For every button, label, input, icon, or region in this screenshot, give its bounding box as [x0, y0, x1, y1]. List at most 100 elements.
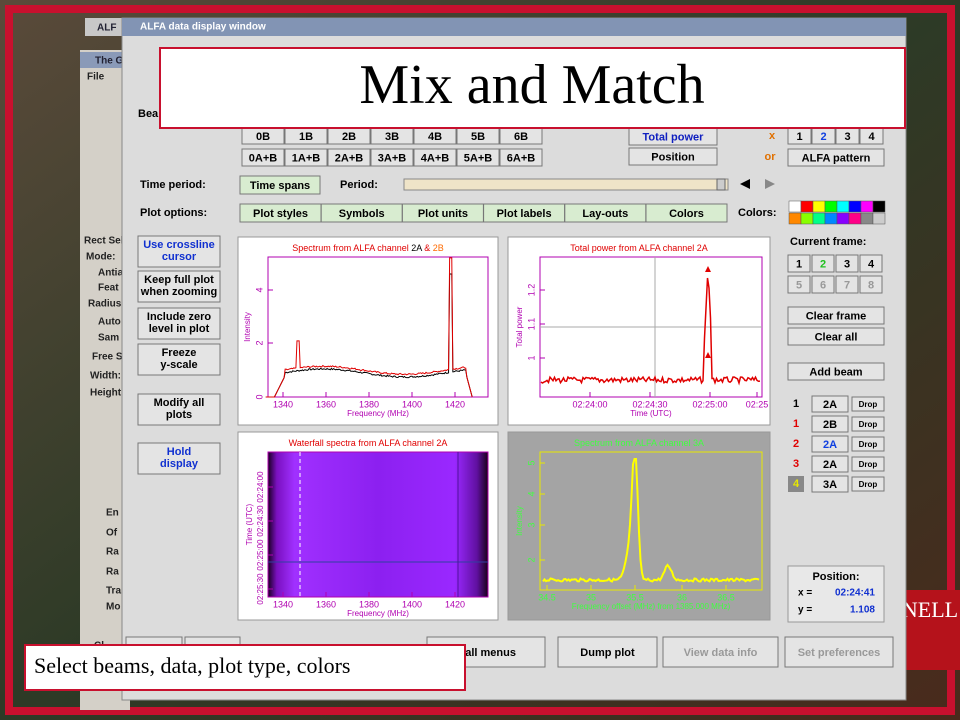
- alfa-pattern-button[interactable]: ALFA pattern: [787, 148, 885, 167]
- arrow-left[interactable]: [740, 179, 750, 189]
- drop-button-label[interactable]: Drop: [859, 420, 878, 429]
- color-swatch[interactable]: [836, 212, 850, 225]
- bottom-button-label[interactable]: Set preferences: [798, 647, 881, 659]
- action-button-label[interactable]: Clear frame: [806, 310, 867, 322]
- beam-button[interactable]: 2B: [327, 127, 371, 145]
- frame-button[interactable]: 2: [811, 127, 836, 145]
- color-swatch[interactable]: [812, 200, 826, 213]
- beam-button-label[interactable]: 1B: [299, 131, 313, 143]
- beam-entry[interactable]: 2A: [811, 435, 849, 453]
- alfa-pattern-button-face[interactable]: [787, 148, 885, 167]
- beam-combo-button[interactable]: 4A+B: [413, 148, 457, 167]
- beam-combo-button[interactable]: 3A+B: [370, 148, 414, 167]
- current-frame-button[interactable]: 5: [787, 275, 811, 294]
- option-button-label[interactable]: level in plot: [149, 323, 210, 335]
- plot-option-tab-label[interactable]: Plot styles: [253, 208, 308, 220]
- bottom-button[interactable]: Set preferences: [784, 636, 894, 668]
- beam-button[interactable]: 4B: [413, 127, 457, 145]
- frame-button-label[interactable]: 1: [796, 131, 802, 143]
- current-frame-button-label[interactable]: 8: [868, 279, 874, 291]
- current-frame-button-label[interactable]: 1: [796, 258, 802, 270]
- current-frame-button-label[interactable]: 3: [844, 258, 850, 270]
- beam-entry[interactable]: 2B: [811, 415, 849, 433]
- beam-button[interactable]: 6B: [499, 127, 543, 145]
- plot-option-tab[interactable]: Plot units: [401, 203, 484, 223]
- current-frame-button[interactable]: 7: [835, 275, 859, 294]
- current-frame-button-label[interactable]: 6: [820, 279, 826, 291]
- option-button-label[interactable]: display: [160, 458, 199, 470]
- bottom-button-face[interactable]: [662, 636, 779, 668]
- drop-button-label[interactable]: Drop: [859, 440, 878, 449]
- bottom-button-label[interactable]: Dump plot: [580, 647, 635, 659]
- beam-entry-label[interactable]: 2A: [823, 459, 837, 471]
- option-button-face[interactable]: [137, 393, 221, 426]
- bottom-button[interactable]: View data info: [662, 636, 779, 668]
- period-slider[interactable]: [403, 178, 729, 191]
- option-button-face[interactable]: [137, 270, 221, 303]
- current-frame-button[interactable]: 4: [859, 254, 883, 273]
- action-button[interactable]: Clear all: [787, 327, 885, 346]
- beam-entry-label[interactable]: 2B: [823, 419, 837, 431]
- drop-button-label[interactable]: Drop: [859, 400, 878, 409]
- option-button-label[interactable]: plots: [166, 409, 192, 421]
- drop-button-face[interactable]: [851, 476, 885, 492]
- beam-combo-button[interactable]: 2A+B: [327, 148, 371, 167]
- option-button-label[interactable]: Use crossline: [143, 239, 215, 251]
- color-swatch[interactable]: [800, 212, 814, 225]
- arrow-right[interactable]: [765, 179, 775, 189]
- frame-button-label[interactable]: 3: [844, 131, 850, 143]
- color-swatch[interactable]: [812, 212, 826, 225]
- drop-button-label[interactable]: Drop: [859, 480, 878, 489]
- beam-combo-button[interactable]: 0A+B: [241, 148, 285, 167]
- plot-option-tab[interactable]: Lay-outs: [564, 203, 647, 223]
- time-spans-button-label[interactable]: Time spans: [250, 180, 310, 192]
- drop-button-face[interactable]: [851, 456, 885, 472]
- frame-button[interactable]: 1: [787, 127, 812, 145]
- beam-combo-button-label[interactable]: 4A+B: [421, 152, 449, 164]
- frame-button[interactable]: 3: [835, 127, 860, 145]
- beam-combo-button-label[interactable]: 6A+B: [507, 152, 535, 164]
- action-button-label[interactable]: Add beam: [809, 366, 862, 378]
- drop-button-face[interactable]: [851, 416, 885, 432]
- option-button-label[interactable]: Modify all: [154, 397, 205, 409]
- beam-combo-button-face[interactable]: [370, 148, 414, 167]
- option-button-label[interactable]: Freeze: [162, 347, 197, 359]
- color-swatch[interactable]: [800, 200, 814, 213]
- current-frame-button-face[interactable]: [811, 254, 835, 273]
- data-button-label[interactable]: Position: [651, 151, 695, 163]
- data-button[interactable]: Position: [628, 147, 718, 166]
- color-swatch[interactable]: [788, 200, 802, 213]
- frame-button-label[interactable]: 4: [868, 131, 875, 143]
- beam-entry[interactable]: 3A: [811, 475, 849, 493]
- option-button-label[interactable]: cursor: [162, 251, 197, 263]
- beam-button-label[interactable]: 5B: [471, 131, 485, 143]
- bottom-button-label[interactable]: View data info: [684, 647, 758, 659]
- beam-button[interactable]: 1B: [284, 127, 328, 145]
- beam-entry-face[interactable]: [811, 455, 849, 473]
- option-button-label[interactable]: Hold: [167, 446, 191, 458]
- current-frame-button-face[interactable]: [787, 275, 811, 294]
- beam-entry-face[interactable]: [811, 435, 849, 453]
- plot-option-tab-label[interactable]: Colors: [669, 208, 704, 220]
- beam-button-label[interactable]: 6B: [514, 131, 528, 143]
- color-swatch[interactable]: [848, 212, 862, 225]
- option-button-label[interactable]: Include zero: [147, 311, 211, 323]
- bottom-button-label[interactable]: e all menus: [456, 647, 516, 659]
- option-button-face[interactable]: [137, 307, 221, 340]
- option-button-face[interactable]: [137, 235, 221, 268]
- drop-button-face[interactable]: [851, 396, 885, 412]
- beam-entry-face[interactable]: [811, 415, 849, 433]
- color-swatch[interactable]: [824, 200, 838, 213]
- bottom-button[interactable]: Dump plot: [557, 636, 658, 668]
- action-button[interactable]: Add beam: [787, 362, 885, 381]
- frame-button-label[interactable]: 2: [820, 131, 826, 143]
- current-frame-button[interactable]: 8: [859, 275, 883, 294]
- beam-combo-button-label[interactable]: 1A+B: [292, 152, 320, 164]
- plot-option-tab[interactable]: Plot styles: [239, 203, 322, 223]
- action-button-face[interactable]: [787, 306, 885, 325]
- beam-combo-button-face[interactable]: [413, 148, 457, 167]
- plot-option-tab-face[interactable]: [645, 203, 728, 223]
- plot-option-tab[interactable]: Plot labels: [483, 203, 566, 223]
- data-button-label[interactable]: Total power: [643, 131, 705, 143]
